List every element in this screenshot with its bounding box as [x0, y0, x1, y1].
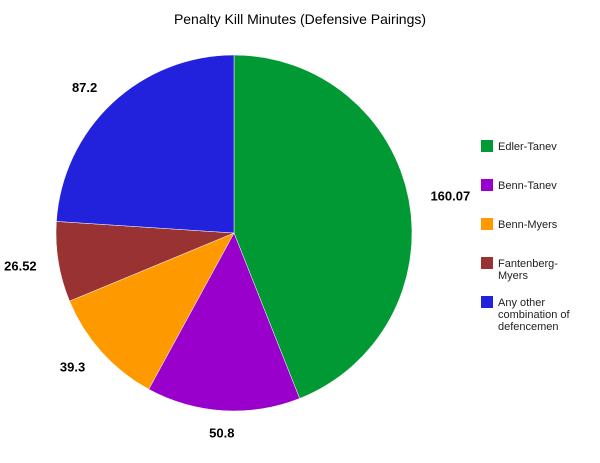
pie-slice-edler-tanev	[233, 54, 413, 399]
data-label-any-other-combination-of-defencemen: 87.2	[72, 80, 97, 95]
data-labels: 160.07 50.8 39.3 26.52 87.2	[4, 80, 470, 441]
chart-title: Penalty Kill Minutes (Defensive Pairings…	[174, 11, 426, 27]
pie-slice-any-other-combination-of-defencemen	[56, 54, 235, 234]
legend-label-fantenberg-myers: Fantenberg-Myers	[498, 258, 558, 282]
legend-swatch-benn-myers	[481, 218, 493, 230]
legend-swatch-fantenberg-myers	[481, 257, 493, 269]
pie-slices	[55, 54, 413, 412]
pie-slice-benn-tanev	[148, 232, 300, 412]
legend-label-any-other-combination-of-defencemen: Any other combination of defencemen	[498, 297, 570, 333]
data-label-edler-tanev: 160.07	[430, 188, 470, 203]
data-label-benn-tanev: 50.8	[209, 426, 234, 441]
data-label-fantenberg-myers: 26.52	[4, 259, 37, 274]
legend-label-benn-tanev: Benn-Tanev	[498, 180, 557, 192]
legend-label-benn-myers: Benn-Myers	[498, 219, 558, 231]
legend: Edler-Tanev Benn-Tanev Benn-Myers Fantenber…	[481, 140, 570, 333]
data-label-benn-myers: 39.3	[60, 360, 85, 375]
legend-swatch-edler-tanev	[481, 140, 493, 152]
legend-label-edler-tanev: Edler-Tanev	[498, 141, 557, 153]
legend-swatch-benn-tanev	[481, 179, 493, 191]
pie-slice-benn-myers	[69, 232, 235, 390]
legend-swatch-any-other-combination-of-defencemen	[481, 296, 493, 308]
